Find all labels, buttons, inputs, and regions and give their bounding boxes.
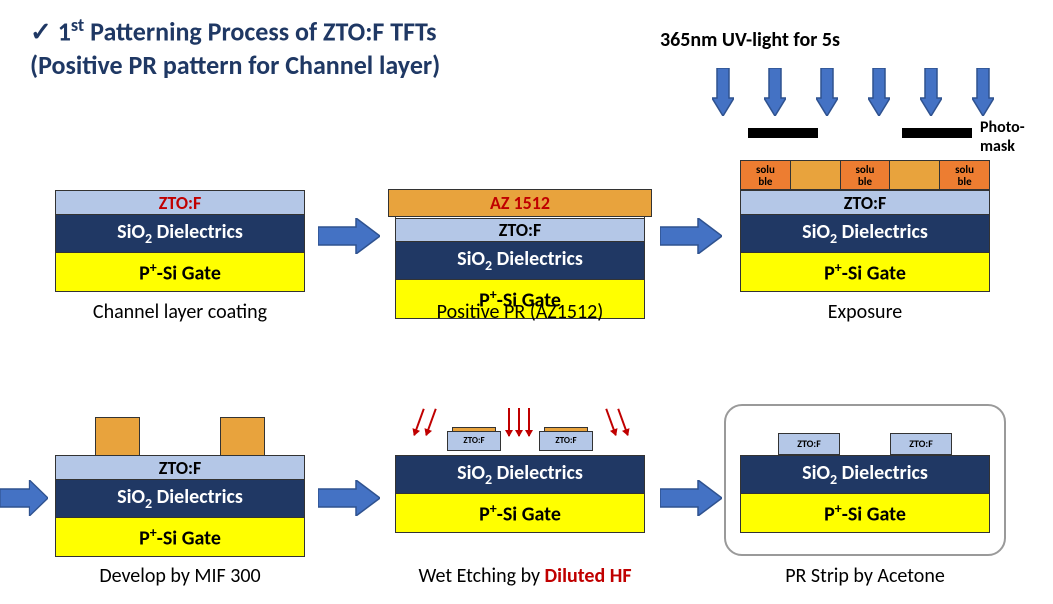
stack-step5: SiO2 Dielectrics P+-Si Gate	[395, 455, 645, 533]
diagram-title: ✓ 1st Patterning Process of ZTO:F TFTs (…	[30, 14, 440, 83]
caption-step5: Wet Etching by Diluted HF	[395, 564, 655, 588]
uv-arrow-icon	[920, 68, 942, 116]
stack-step3: ZTO:F SiO2 Dielectrics P+-Si Gate	[740, 190, 990, 292]
layer-sio2: SiO2 Dielectrics	[396, 456, 644, 494]
flow-arrow	[318, 218, 380, 254]
uv-label: 365nm UV-light for 5s	[660, 28, 840, 52]
title-2: (Positive PR pattern for Channel layer)	[30, 49, 440, 81]
layer-sio2: SiO2 Dielectrics	[56, 480, 304, 518]
caption-step4: Develop by MIF 300	[55, 564, 305, 588]
etch-arrow-icon	[518, 408, 520, 436]
uv-arrow-icon	[816, 68, 838, 116]
photomask-bar	[902, 128, 972, 138]
etch-patch: ZTO:F	[447, 427, 501, 451]
final-zto-row: ZTO:F ZTO:F	[740, 433, 990, 455]
pr-block	[220, 417, 265, 455]
caption-step3: Exposure	[740, 300, 990, 324]
layer-az: AZ 1512	[388, 189, 652, 217]
layer-sio2: SiO2 Dielectrics	[741, 456, 989, 494]
final-zto-patch: ZTO:F	[778, 433, 840, 455]
caption-step6: PR Strip by Acetone	[740, 564, 990, 588]
title-1-prefix: 1	[58, 16, 71, 48]
pr-segment	[791, 160, 840, 190]
layer-zto: ZTO:F	[396, 218, 644, 242]
layer-sio2: SiO2 Dielectrics	[741, 215, 989, 253]
uv-arrow-icon	[868, 68, 890, 116]
flow-arrow	[318, 480, 380, 516]
developed-pr-blocks	[55, 417, 305, 455]
layer-zto: ZTO:F	[56, 191, 304, 215]
etch-arrow-icon	[508, 408, 510, 436]
stack-step1: ZTO:F SiO2 Dielectrics P+-Si Gate	[55, 190, 305, 292]
layer-zto: ZTO:F	[741, 191, 989, 215]
etch-patch: ZTO:F	[539, 427, 593, 451]
etch-arrow-icon	[528, 408, 530, 436]
caption-step2: Positive PR (AZ1512)	[395, 300, 645, 324]
flow-arrow	[0, 480, 48, 516]
flow-arrow	[660, 480, 722, 516]
layer-gate: P+-Si Gate	[56, 253, 304, 291]
stack-step4: ZTO:F SiO2 Dielectrics P+-Si Gate	[55, 455, 305, 557]
soluble-segment: soluble	[840, 160, 891, 190]
layer-gate: P+-Si Gate	[741, 494, 989, 532]
uv-arrow-icon	[712, 68, 734, 116]
uv-arrow-icon	[764, 68, 786, 116]
uv-arrow-icon	[972, 68, 994, 116]
pr-segment	[890, 160, 939, 190]
photomask-bar	[748, 128, 818, 138]
layer-zto: ZTO:F	[56, 456, 304, 480]
layer-sio2: SiO2 Dielectrics	[56, 215, 304, 253]
soluble-row: soluble soluble soluble	[740, 160, 990, 190]
title-1-rest: Patterning Process of ZTO:F TFTs	[84, 16, 436, 48]
flow-arrow	[660, 218, 722, 254]
pr-block	[95, 417, 140, 455]
soluble-segment: soluble	[740, 160, 791, 190]
caption-step1: Channel layer coating	[55, 300, 305, 324]
layer-gate: P+-Si Gate	[396, 494, 644, 532]
layer-sio2: SiO2 Dielectrics	[396, 242, 644, 280]
layer-gate: P+-Si Gate	[56, 518, 304, 556]
stack-step6: SiO2 Dielectrics P+-Si Gate	[740, 455, 990, 533]
layer-gate: P+-Si Gate	[741, 253, 989, 291]
final-zto-patch: ZTO:F	[890, 433, 952, 455]
soluble-segment: soluble	[939, 160, 990, 190]
title-1-sup: st	[71, 14, 84, 36]
photomask-label: Photo-mask	[980, 118, 1053, 156]
